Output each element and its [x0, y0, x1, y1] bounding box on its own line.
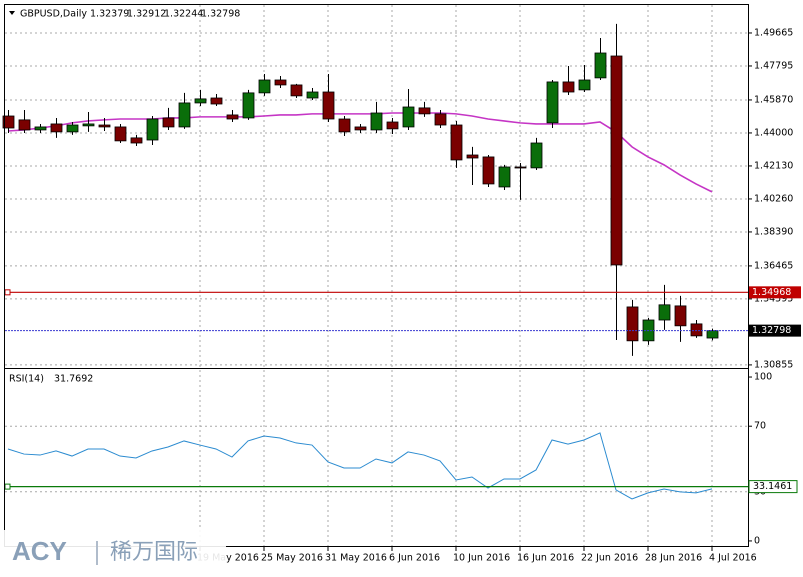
- rsi-title: RSI(14): [9, 374, 44, 385]
- candle-body: [450, 124, 463, 161]
- y-tick-label: 100: [754, 372, 772, 383]
- level-handle: [4, 289, 11, 296]
- candle-body: [66, 124, 79, 133]
- candle-body: [274, 79, 287, 86]
- candle-body: [562, 81, 575, 93]
- candle-body: [50, 123, 63, 133]
- candle-body: [322, 91, 335, 120]
- candle-body: [530, 142, 543, 169]
- y-tick-label: 1.38390: [754, 226, 793, 237]
- candle-body: [162, 117, 175, 128]
- candle-body: [594, 52, 607, 79]
- candle-body: [130, 137, 143, 144]
- candle-body: [674, 305, 687, 327]
- candle-body: [658, 304, 671, 321]
- candle-body: [2, 115, 15, 129]
- candle-body: [626, 306, 639, 342]
- candle-body: [210, 97, 223, 105]
- candle-body: [34, 126, 47, 131]
- candle-body: [306, 91, 319, 99]
- y-tick-label: 1.34595: [754, 293, 793, 304]
- x-tick-label: 6 Jun 2016: [389, 553, 440, 564]
- y-tick-label: 1.44000: [754, 127, 793, 138]
- frame: [4, 4, 749, 547]
- candle-body: [706, 330, 719, 339]
- moving-average: [7, 112, 713, 193]
- chart-title: GBPUSD,Daily: [20, 9, 87, 20]
- candle-body: [482, 156, 495, 185]
- plot: [2, 23, 748, 500]
- candle-body: [402, 106, 415, 128]
- candle-body: [338, 118, 351, 133]
- y-tick-label: 1.36465: [754, 260, 793, 271]
- level-label: 1.34968: [752, 287, 791, 298]
- y-tick-label: 1.30855: [754, 359, 793, 370]
- menu-arrow: [9, 11, 15, 15]
- candle-body: [354, 126, 367, 131]
- watermark: ACY 稀万国际: [0, 530, 226, 577]
- candle-body: [194, 98, 207, 104]
- watermark-brand: ACY: [12, 536, 67, 566]
- header-high: 1.32912: [127, 9, 166, 20]
- candle-body: [114, 126, 127, 142]
- candle-body: [370, 112, 383, 131]
- y-tick-label: 70: [754, 421, 766, 432]
- price-label-box: [749, 324, 801, 337]
- candle-body: [610, 55, 623, 266]
- candle-body: [242, 92, 255, 119]
- candle-body: [578, 79, 591, 91]
- candle-body: [258, 79, 271, 94]
- x-tick-label: 31 May 2016: [325, 553, 387, 564]
- candle-body: [226, 114, 239, 120]
- candle-body: [82, 123, 95, 127]
- candle-body: [466, 154, 479, 159]
- y-tick-label: 1.45870: [754, 94, 793, 105]
- rsi-line: [7, 432, 713, 500]
- candle-body: [146, 118, 159, 141]
- candle-body: [386, 121, 399, 130]
- candle-body: [418, 107, 431, 115]
- y-tick-label: 1.49665: [754, 27, 793, 38]
- x-tick-label: 10 Jun 2016: [453, 553, 510, 564]
- candle-body: [546, 81, 559, 124]
- header-low: 1.32244: [164, 9, 203, 20]
- y-tick-label: 1.47795: [754, 60, 793, 71]
- candle-body: [498, 166, 511, 188]
- level-label-box: [748, 480, 798, 494]
- x-tick-label: 4 Jul 2016: [709, 553, 757, 564]
- candle-body: [514, 166, 527, 169]
- watermark-bg: [0, 530, 226, 577]
- level-handle: [4, 483, 11, 490]
- x-tick-label: 25 May 2016: [261, 553, 323, 564]
- candle-body: [98, 124, 111, 128]
- x-tick-label: 16 Jun 2016: [517, 553, 574, 564]
- y-tick-label: 1.42130: [754, 160, 793, 171]
- candle-body: [18, 119, 31, 131]
- price-label: 1.32798: [752, 325, 791, 336]
- candle-body: [690, 323, 703, 337]
- x-tick-label: 19 May 2016: [197, 553, 259, 564]
- header-open: 1.32379: [90, 9, 129, 20]
- x-tick-label: 22 Jun 2016: [581, 553, 638, 564]
- rsi-value: 31.7692: [54, 374, 93, 385]
- candle-body: [434, 113, 447, 126]
- y-tick-label: 1.40260: [754, 193, 793, 204]
- watermark-name: 稀万国际: [110, 540, 198, 565]
- level-label: 33.1461: [753, 481, 792, 492]
- candle-body: [290, 84, 303, 97]
- header-close: 1.32798: [201, 9, 240, 20]
- x-tick-label: 28 Jun 2016: [645, 553, 702, 564]
- y-tick-label: 0: [754, 535, 760, 546]
- candle-body: [178, 102, 191, 128]
- level-label-box: [749, 286, 801, 299]
